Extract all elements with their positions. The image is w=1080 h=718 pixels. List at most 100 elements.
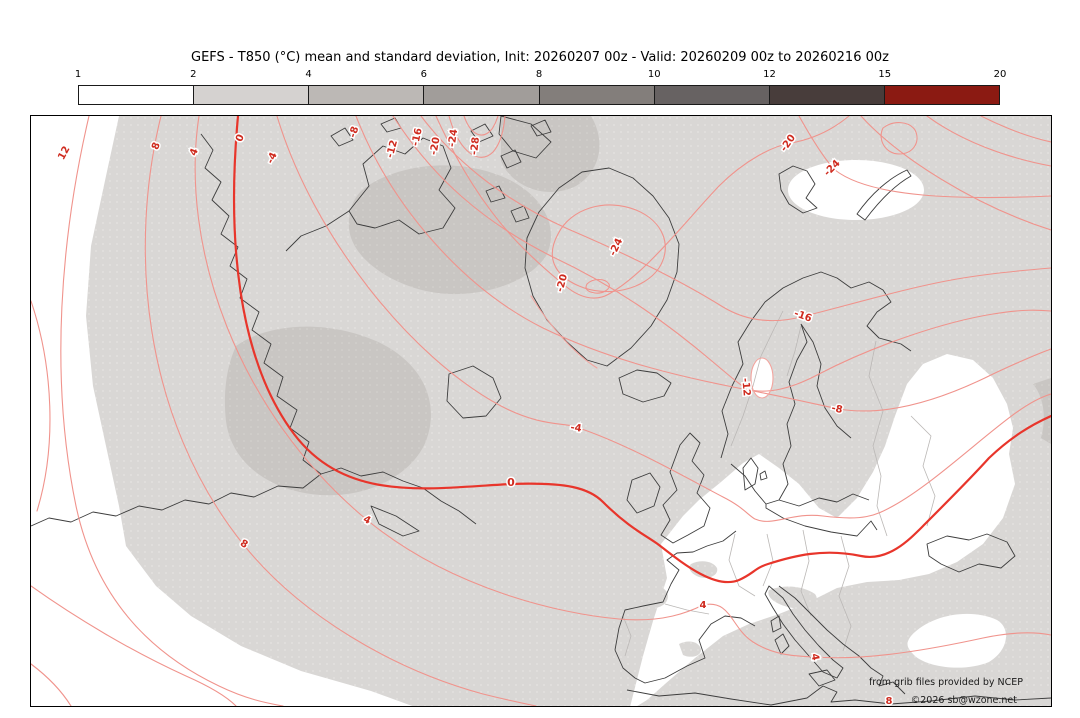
country-borders-layer [622, 310, 936, 657]
colorbar-tick-label: 8 [535, 69, 543, 80]
svg-text:0: 0 [507, 476, 515, 489]
contour-left-mid [30, 300, 51, 512]
contour-4 [194, 115, 1052, 659]
newfoundland-island [446, 365, 502, 419]
colorbar-segment [309, 86, 425, 104]
great-britain-coastline [660, 432, 711, 544]
colorbar-segment [539, 86, 655, 104]
svg-text:8: 8 [886, 696, 893, 706]
svg-text:-28: -28 [469, 136, 482, 155]
contour-minus32-right [980, 115, 1052, 143]
shading-layer [26, 111, 1056, 711]
colorbar-tick-label: 20 [993, 69, 1007, 80]
contour-greenland-inner [585, 278, 610, 294]
novaya-zemlya [856, 169, 912, 221]
contour-layer [30, 114, 1053, 707]
contour-16-corner [30, 663, 72, 707]
contour-greenland-coastal [530, 295, 598, 369]
colorbar-segment [424, 86, 540, 104]
western-europe-coastline [614, 530, 756, 684]
contour-minus8 [355, 115, 1052, 412]
weather-map: 12 8 4 0 -4 -8 -12 -16 -20 -24 -28 -24 -20 -20 -24 -16-… [26, 111, 1056, 711]
contour-sw-filler [30, 585, 237, 707]
colorbar-tick-label: 4 [305, 69, 312, 80]
colorbar-segment [884, 86, 999, 104]
svg-text:-24: -24 [447, 128, 460, 147]
colorbar-tick-label: 12 [763, 69, 776, 80]
contour-minus28-right [926, 115, 1052, 167]
colorbar-tick-label: 2 [190, 69, 197, 80]
contour-minus24-greenland-oval [551, 204, 666, 293]
contour-8 [144, 115, 537, 707]
ellesmere-island [498, 115, 552, 159]
svg-text:12: 12 [56, 144, 72, 161]
credit-line-1: from grib files provided by NCEP [869, 677, 1023, 688]
colorbar-segment [79, 86, 195, 104]
colorbar: 1 2 4 6 8 10 12 15 20 [75, 69, 1006, 105]
contour-12 [60, 115, 284, 707]
credit-line-2: ©2026 sb@wzone.net [911, 695, 1017, 706]
contour-label: -28 [468, 135, 484, 157]
colorbar-tick-label: 10 [647, 69, 661, 80]
north-africa-coastline [626, 685, 1052, 706]
contour-label: 12 [55, 143, 74, 163]
sweden-finland-coastline [765, 323, 870, 507]
svg-text:-4: -4 [570, 422, 583, 434]
map-credits: from grib files provided by NCEP ©2026 s… [869, 677, 1023, 706]
svg-text:-12: -12 [739, 378, 752, 397]
contour-label: 4 [698, 599, 708, 613]
svg-text:4: 4 [808, 653, 820, 662]
contour-label: -16 [409, 126, 427, 149]
iceland-coastline [618, 369, 672, 403]
contour-label: -8 [346, 124, 363, 141]
svg-text:-8: -8 [830, 403, 843, 416]
contour-minus24-right [798, 115, 1052, 199]
hudson-strait [285, 210, 350, 252]
colorbar-segment [654, 86, 770, 104]
italy-coastline [764, 585, 844, 679]
contour-minus16 [420, 115, 1052, 322]
contour-label: 8 [884, 695, 894, 709]
svg-text:4: 4 [700, 600, 707, 611]
stddev-shading-light [26, 111, 1056, 711]
nova-scotia [370, 505, 420, 537]
chart-title: GEFS - T850 (°C) mean and standard devia… [191, 50, 889, 65]
sicily [808, 669, 836, 687]
contour-label: -24 [445, 127, 461, 149]
contour-topright-loop [880, 122, 918, 155]
contour-minus28-u [463, 115, 499, 136]
map-svg: 12 840-4-8-12-16 -20 -24 -28-24-20-20-24-16-… [26, 111, 1056, 711]
black-sea-coastline [926, 533, 1016, 573]
contour-label: -8 [829, 401, 845, 417]
contour-label: 0 [506, 475, 517, 491]
sardinia-corsica [770, 615, 790, 655]
contour-norway-spot [750, 357, 774, 399]
contour-minus24-u [448, 115, 506, 158]
svg-text:-20: -20 [429, 136, 443, 156]
svg-text:-8: -8 [348, 125, 362, 139]
contour-0-bold [232, 114, 1053, 584]
colorbar-segment [194, 86, 310, 104]
colorbar-scale [78, 85, 1000, 105]
denmark-coastline [742, 457, 768, 491]
coastline-layer [30, 115, 1052, 706]
balkans-coastline [778, 585, 906, 695]
contour-minus4 [276, 115, 1052, 522]
contour-label: -12 [738, 376, 754, 398]
ireland-coastline [626, 472, 661, 514]
colorbar-tick-label: 1 [74, 69, 82, 80]
stddev-shading-islets [629, 561, 817, 657]
svg-text:-16: -16 [410, 127, 425, 147]
colorbar-tick-label: 6 [420, 69, 427, 80]
colorbar-tick-label: 15 [878, 69, 892, 80]
contour-minus12 [392, 115, 1052, 392]
gulf-st-lawrence-coastline [320, 467, 477, 525]
contour-minus20-right [860, 115, 1052, 231]
contour-label: -4 [568, 421, 584, 436]
canada-coastline [30, 133, 322, 527]
contour-label: 4 [807, 651, 822, 663]
contour-label: -20 [427, 135, 444, 158]
scandinavia-coastline [720, 271, 912, 459]
svalbard-coastline [778, 165, 818, 214]
